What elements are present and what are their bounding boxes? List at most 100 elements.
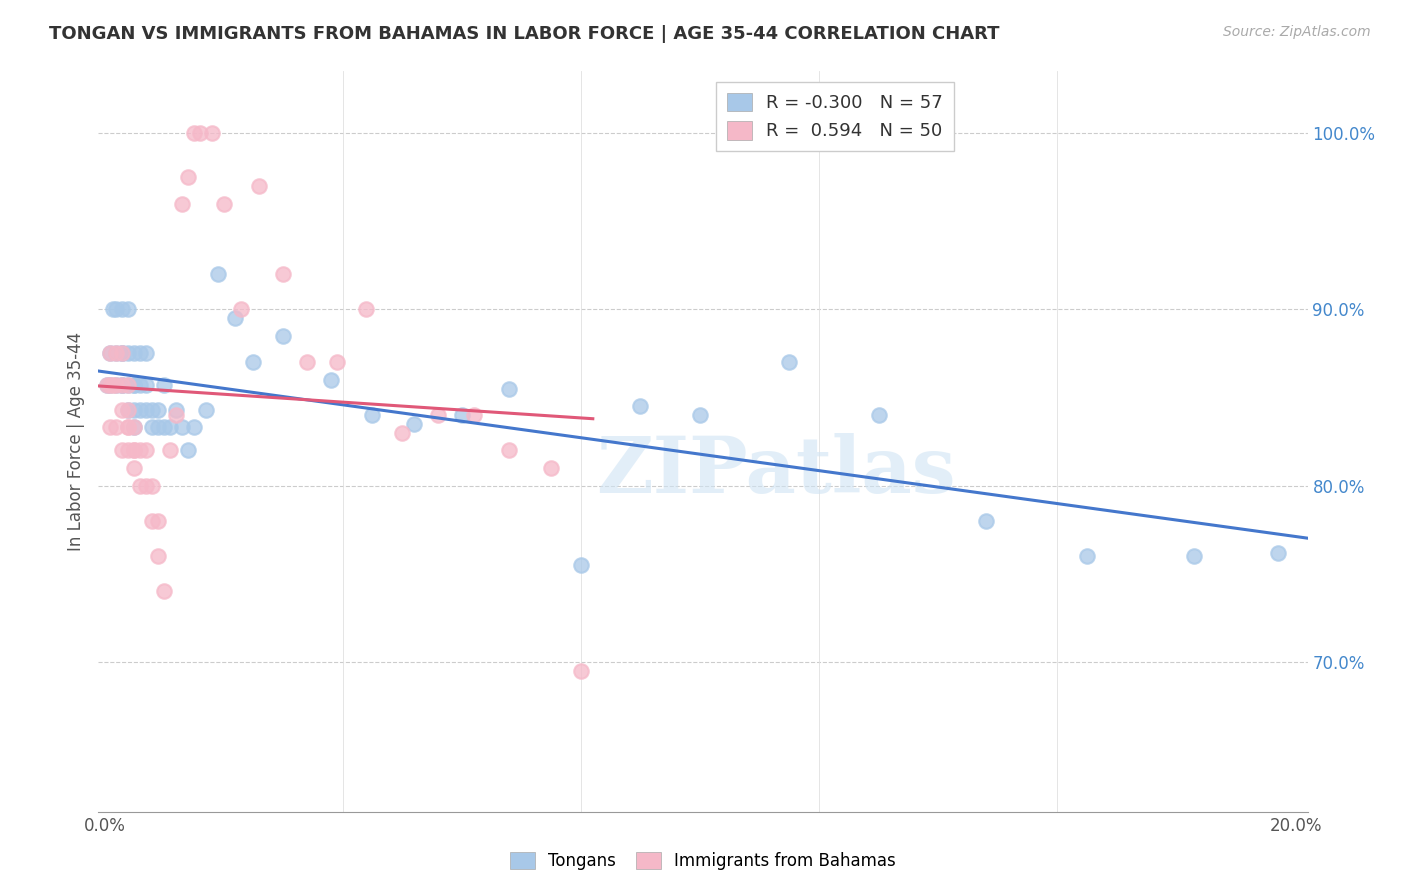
Point [183,126,205,140]
Point [117,378,139,392]
Point [117,402,139,417]
Point [122,378,145,392]
Point [183,420,205,434]
Point [117,402,139,417]
Point [98,420,121,434]
Point [153,378,176,392]
Point [141,478,163,492]
Point [129,402,152,417]
Point [117,346,139,360]
Point [212,196,235,211]
Point [177,170,200,185]
Point [778,355,800,369]
Point [689,408,711,422]
Point [96,378,118,392]
Point [356,302,378,317]
Point [868,408,890,422]
Point [129,378,152,392]
Point [96,378,118,392]
Point [188,126,211,140]
Point [569,558,592,572]
Point [135,443,157,458]
Point [111,378,134,392]
Point [122,378,145,392]
Point [159,443,181,458]
Point [247,178,270,193]
Point [319,373,342,387]
Point [111,346,134,360]
Point [135,346,157,360]
Point [117,443,139,458]
Point [450,408,472,422]
Point [135,402,157,417]
Point [111,346,134,360]
Point [498,382,520,396]
Point [141,514,163,528]
Point [105,302,128,317]
Point [117,420,139,434]
Point [111,443,134,458]
Point [200,126,222,140]
Point [117,420,139,434]
Point [129,346,152,360]
Point [98,378,121,392]
Point [105,346,128,360]
Point [122,420,145,434]
Point [105,420,128,434]
Y-axis label: In Labor Force | Age 35-44: In Labor Force | Age 35-44 [66,332,84,551]
Point [231,302,253,317]
Point [391,425,413,440]
Point [98,346,121,360]
Point [146,549,169,563]
Point [122,461,145,475]
Point [111,402,134,417]
Text: Source: ZipAtlas.com: Source: ZipAtlas.com [1223,25,1371,39]
Point [122,420,145,434]
Point [135,378,157,392]
Point [1267,546,1289,560]
Point [177,443,200,458]
Text: TONGAN VS IMMIGRANTS FROM BAHAMAS IN LABOR FORCE | AGE 35-44 CORRELATION CHART: TONGAN VS IMMIGRANTS FROM BAHAMAS IN LAB… [49,25,1000,43]
Point [129,478,152,492]
Point [129,443,152,458]
Point [271,328,294,343]
Point [194,402,217,417]
Point [117,378,139,392]
Text: ZIPatlas: ZIPatlas [596,434,955,509]
Point [165,408,187,422]
Point [103,302,125,317]
Point [111,378,134,392]
Point [242,355,264,369]
Point [122,443,145,458]
Legend: R = -0.300   N = 57, R =  0.594   N = 50: R = -0.300 N = 57, R = 0.594 N = 50 [716,82,953,152]
Point [146,402,169,417]
Point [146,514,169,528]
Point [117,302,139,317]
Point [974,514,997,528]
Point [122,346,145,360]
Point [103,378,125,392]
Point [498,443,520,458]
Point [98,346,121,360]
Point [361,408,384,422]
Point [271,267,294,281]
Point [105,346,128,360]
Point [135,478,157,492]
Point [105,378,128,392]
Point [170,196,193,211]
Point [122,443,145,458]
Point [111,302,134,317]
Point [165,402,187,417]
Point [141,420,163,434]
Point [540,461,562,475]
Point [463,408,485,422]
Point [630,399,652,413]
Point [569,664,592,678]
Point [153,420,176,434]
Point [111,378,134,392]
Point [105,378,128,392]
Legend: Tongans, Immigrants from Bahamas: Tongans, Immigrants from Bahamas [503,845,903,877]
Point [224,311,246,326]
Point [111,346,134,360]
Point [122,402,145,417]
